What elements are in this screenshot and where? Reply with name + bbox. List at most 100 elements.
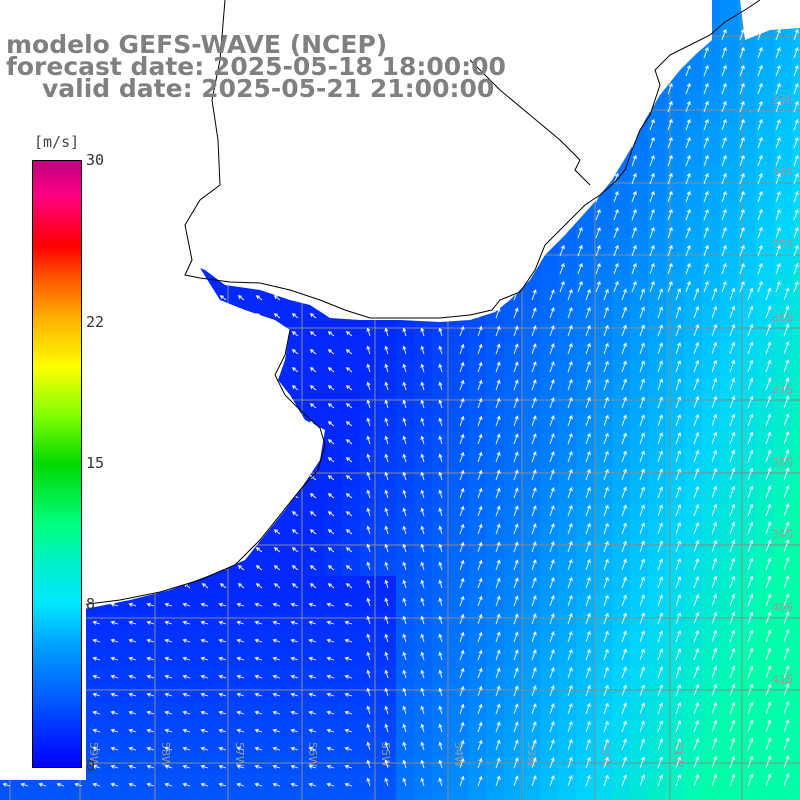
wind-cell [126,756,144,774]
wind-cell [648,324,666,342]
wind-cell [306,684,324,702]
wind-arrow [402,543,407,553]
wind-arrow [747,755,754,769]
wind-cell [342,702,360,720]
wind-arrow [657,378,663,391]
wind-arrow [711,557,718,571]
wind-cell [504,306,522,324]
wind-cell [108,774,126,792]
wind-cell [576,432,594,450]
wind-arrow [603,576,609,589]
wind-cell [702,270,720,288]
wind-cell [324,558,342,576]
wind-arrow [291,313,299,319]
wind-arrow [675,630,682,643]
wind-cell [666,378,684,396]
wind-arrow [567,486,573,499]
wind-cell [756,180,774,198]
wind-arrow [603,486,609,499]
wind-cell [504,594,522,612]
wind-arrow [438,417,443,427]
wind-cell [612,468,630,486]
wind-arrow [531,703,537,715]
wind-arrow [747,737,754,751]
wind-cell [594,324,612,342]
wind-cell [342,630,360,648]
wind-arrow [477,739,483,751]
wind-cell [684,612,702,630]
wind-arrow [309,331,317,337]
wind-arrow [693,683,700,697]
wind-cell [324,540,342,558]
wind-cell [306,360,324,378]
wind-arrow [765,359,772,373]
wind-arrow [703,46,709,59]
wind-arrow [200,674,209,679]
wind-arrow [344,692,353,697]
wind-arrow [747,323,754,337]
wind-cell [450,432,468,450]
wind-arrow [585,396,591,409]
wind-arrow [685,82,691,95]
wind-arrow [621,486,627,499]
wind-arrow [747,359,754,373]
wind-cell [108,648,126,666]
wind-cell [594,486,612,504]
wind-cell [522,648,540,666]
wind-arrow [783,377,790,391]
wind-cell [792,702,800,720]
wind-cell [162,648,180,666]
wind-cell [324,450,342,468]
longitude-label: 59W [87,742,100,767]
wind-arrow [92,620,101,625]
wind-arrow [747,503,754,517]
wind-arrow [477,775,483,787]
wind-arrow [685,100,691,113]
wind-arrow [290,638,299,643]
wind-cell [540,540,558,558]
wind-arrow [402,669,407,679]
wind-arrow [639,702,645,715]
wind-cell [522,756,540,774]
wind-arrow [775,28,781,41]
wind-arrow [420,651,425,661]
wind-cell [324,378,342,396]
wind-cell [756,54,774,72]
wind-cell [720,504,738,522]
wind-cell [702,360,720,378]
wind-arrow [639,324,645,337]
wind-cell [594,234,612,252]
wind-arrow [711,575,718,589]
wind-arrow [477,685,483,697]
wind-cell [558,432,576,450]
wind-arrow [621,306,627,319]
wind-cell [324,756,342,774]
wind-cell [774,684,792,702]
wind-cell [576,504,594,522]
wind-arrow [639,288,645,301]
wind-cell [684,126,702,144]
wind-arrow [459,757,465,769]
wind-cell [540,774,558,792]
wind-cell [198,576,216,594]
wind-arrow [218,620,227,625]
wind-arrow [747,449,754,463]
wind-arrow [729,665,736,679]
wind-cell [630,504,648,522]
wind-cell [306,324,324,342]
wind-cell [648,702,666,720]
wind-cell [720,792,738,800]
wind-cell [702,306,720,324]
wind-cell [666,630,684,648]
wind-cell [450,648,468,666]
wind-arrow [384,651,389,661]
wind-cell [558,756,576,774]
wind-cell [252,738,270,756]
wind-cell [594,684,612,702]
wind-cell [504,522,522,540]
wind-arrow [531,379,537,391]
wind-arrow [603,684,609,697]
wind-arrow [438,705,443,715]
wind-cell [792,162,800,180]
wind-cell [684,180,702,198]
